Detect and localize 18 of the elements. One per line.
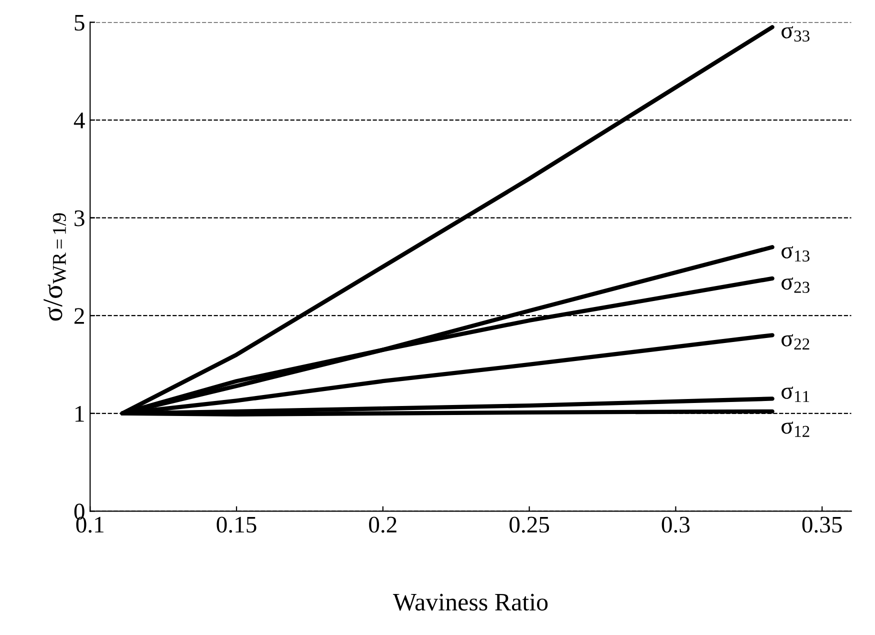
y-tick-label: 4 xyxy=(74,112,85,128)
y-tick-label: 2 xyxy=(74,308,84,324)
x-tick-label: 0.3 xyxy=(662,516,690,533)
y-tick-label: 3 xyxy=(74,210,84,226)
y-axis-title: σ/σ$_{WR=1/9}$ xyxy=(44,213,66,321)
y-tick-label: 5 xyxy=(74,14,84,31)
series-label: σ$_{13}$ xyxy=(782,246,810,262)
x-tick-label: 0.25 xyxy=(510,516,550,533)
series-label: σ$_{11}$ xyxy=(782,386,810,402)
y-tick-label: 1 xyxy=(76,406,84,422)
x-tick-label: 0.2 xyxy=(369,516,396,533)
x-axis-title: Waviness Ratio xyxy=(392,594,548,611)
series-label: σ$_{33}$ xyxy=(782,26,810,42)
series-label: σ$_{22}$ xyxy=(782,334,810,350)
x-tick-label: 0.15 xyxy=(216,516,256,533)
series-label: σ$_{12}$ xyxy=(782,421,810,437)
series-label: σ$_{23}$ xyxy=(782,277,810,293)
x-tick-label: 0.35 xyxy=(802,516,842,533)
